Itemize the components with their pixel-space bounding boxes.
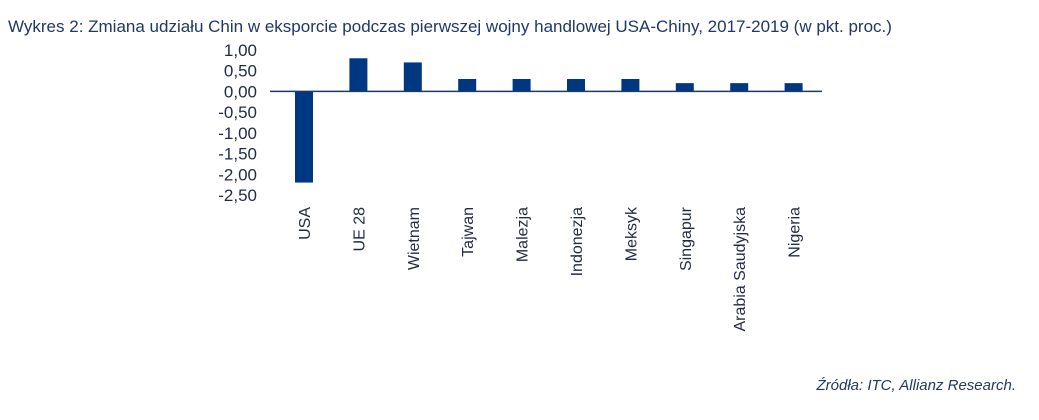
y-tick-label: -0,50 <box>218 103 257 122</box>
chart-title: Wykres 2: Zmiana udziału Chin w eksporci… <box>8 17 892 36</box>
x-tick-label: Malezja <box>515 207 532 262</box>
y-tick-label: -2,00 <box>218 165 257 184</box>
bar-arabia-saudyjska <box>730 83 749 92</box>
bar-meksyk <box>621 79 640 92</box>
y-tick-label: -2,50 <box>218 186 257 205</box>
source-note: Źródła: ITC, Allianz Research. <box>815 377 1016 394</box>
x-tick-label: Wietnam <box>406 207 423 270</box>
x-tick-label: Tajwan <box>460 207 477 257</box>
y-tick-label: 0,00 <box>224 82 257 101</box>
bar-wietnam <box>403 62 422 92</box>
bars <box>295 58 803 183</box>
y-axis: 1,00 0,500,00 -0,50 -1,00 -1,50-2,00 -2,50 <box>218 41 257 205</box>
bar-indonezja <box>567 79 585 92</box>
bar-tajwan <box>458 79 477 92</box>
bar-ue-28 <box>349 58 368 92</box>
x-tick-label: Singapur <box>678 206 695 271</box>
y-tick-label: -1,50 <box>218 145 257 164</box>
y-tick-label: -1,00 <box>218 124 257 143</box>
y-tick-label: 1,00 <box>224 41 257 60</box>
y-tick-label: 0,50 <box>224 62 257 81</box>
bar-usa <box>295 91 313 183</box>
x-tick-label: Meksyk <box>623 206 640 261</box>
x-tick-label: Nigeria <box>787 207 804 258</box>
x-tick-label: Arabia Saudyjska <box>732 207 749 332</box>
x-axis-labels: USA UE 28 Wietnam Tajwan Malezja Indonezja Mek… <box>297 206 804 332</box>
bar-nigeria <box>784 83 803 92</box>
x-tick-label: USA <box>297 207 314 240</box>
bar-singapur <box>675 83 694 92</box>
x-tick-label: Indonezja <box>569 207 586 276</box>
x-tick-label: UE 28 <box>351 207 368 252</box>
bar-malezja <box>512 79 531 92</box>
